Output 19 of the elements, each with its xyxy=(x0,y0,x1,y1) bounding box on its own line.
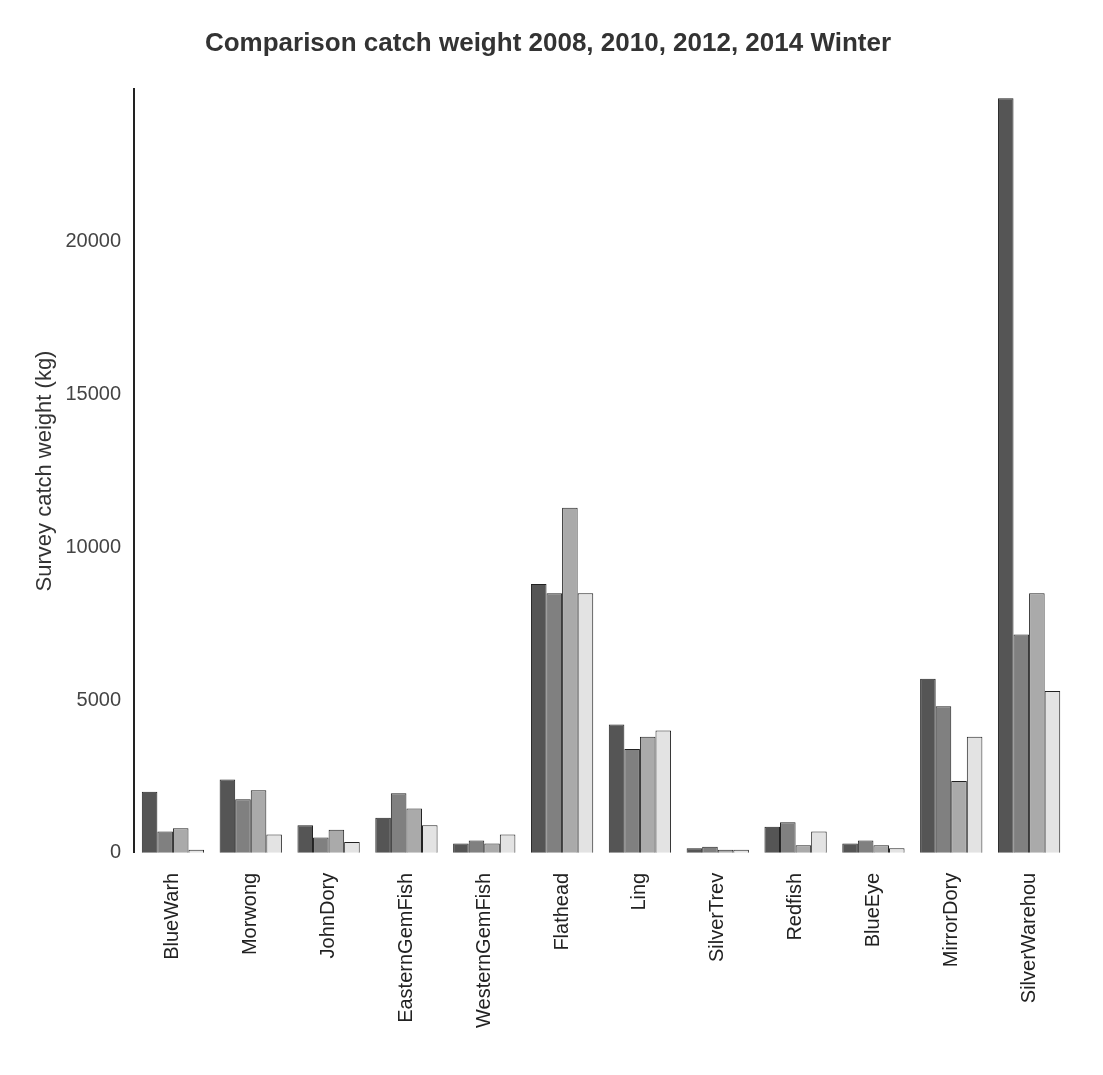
x-tick-label: SilverTrev xyxy=(705,872,728,963)
y-axis-title: Survey catch weight (kg) xyxy=(31,350,57,592)
y-tick-label: 15000 xyxy=(65,382,122,405)
x-tick-label: WesternGemFish xyxy=(471,872,494,1029)
y-tick-label: 10000 xyxy=(65,534,122,557)
x-tick-label: JohnDory xyxy=(316,872,339,959)
x-tick-label: MirrorDory xyxy=(938,872,961,968)
x-tick-label: BlueWarh xyxy=(160,872,183,960)
x-tick-label: Ling xyxy=(627,872,650,911)
y-tick-label: 0 xyxy=(109,840,122,863)
y-tick-label: 20000 xyxy=(65,229,122,252)
x-tick-label: Flathead xyxy=(549,872,572,951)
y-tick-label: 5000 xyxy=(76,687,122,710)
chart-title: Comparison catch weight 2008, 2010, 2012, 2014 Winter xyxy=(204,26,892,57)
x-tick-label: EasternGemFish xyxy=(393,872,416,1023)
x-tick-label: BlueEye xyxy=(860,872,883,948)
x-tick-label: Redfish xyxy=(783,872,806,941)
x-tick-label: SilverWarehou xyxy=(1016,872,1039,1004)
x-tick-label: Morwong xyxy=(238,872,261,956)
